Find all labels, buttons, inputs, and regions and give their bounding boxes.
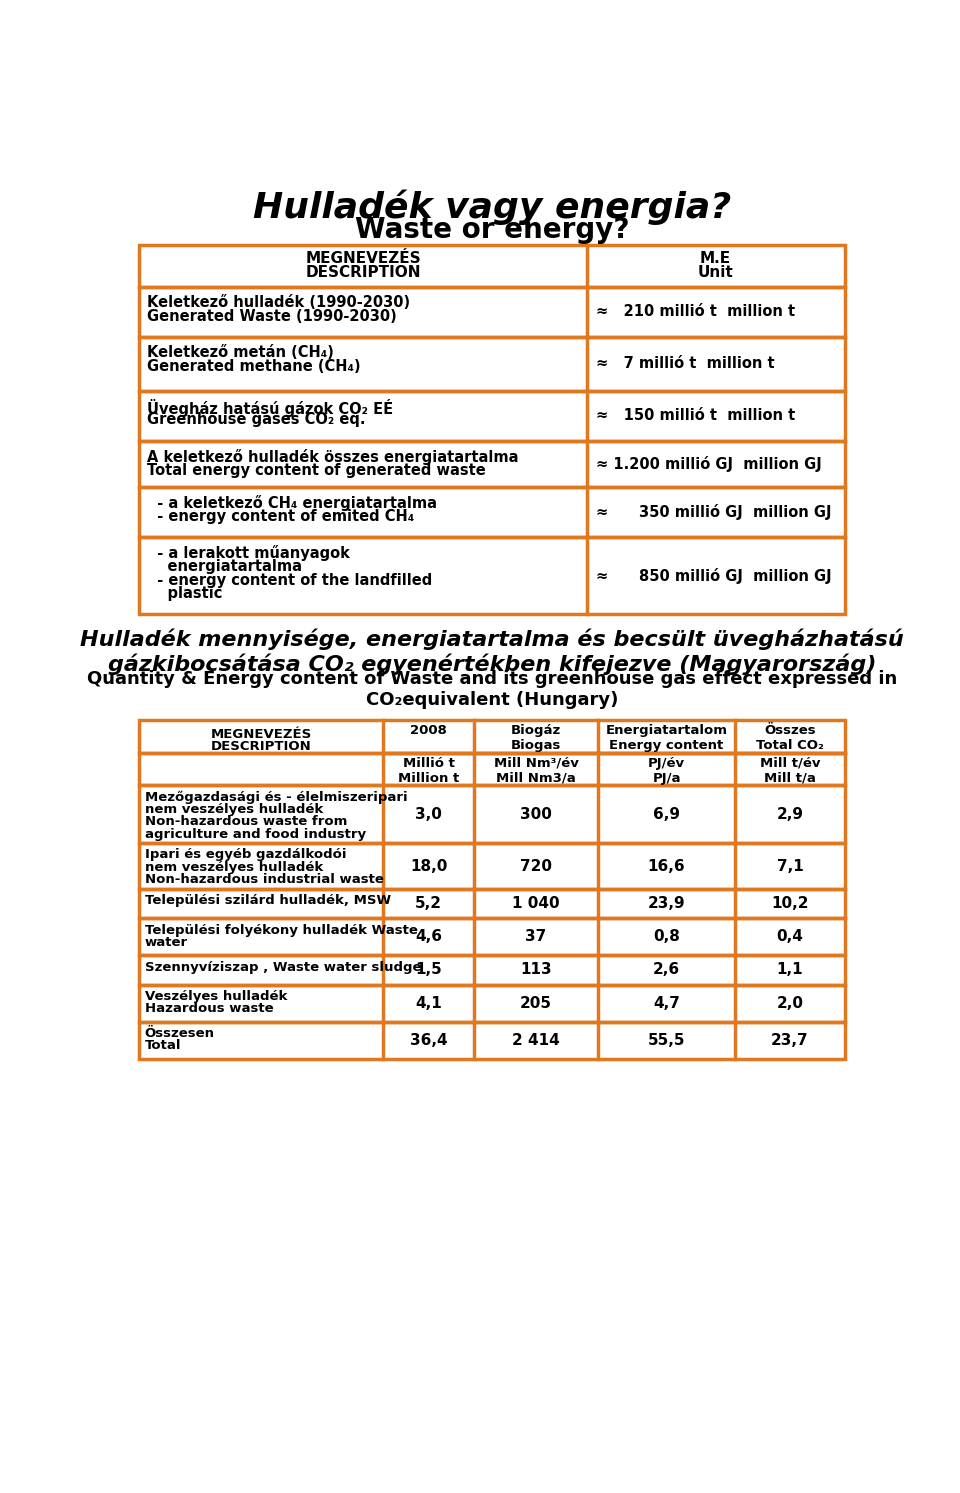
- Text: 23,7: 23,7: [771, 1033, 808, 1048]
- Text: Hulladék vagy energia?: Hulladék vagy energia?: [252, 190, 732, 224]
- Text: 1,5: 1,5: [415, 963, 442, 978]
- Text: 205: 205: [520, 996, 552, 1011]
- Text: plastic: plastic: [147, 587, 223, 602]
- Bar: [139, 1021, 845, 1059]
- Text: 0,4: 0,4: [777, 929, 804, 945]
- Text: Hazardous waste: Hazardous waste: [145, 1002, 274, 1015]
- Text: 2,0: 2,0: [777, 996, 804, 1011]
- Text: agriculture and food industry: agriculture and food industry: [145, 827, 366, 841]
- Bar: [139, 918, 845, 956]
- Text: Non-hazardous waste from: Non-hazardous waste from: [145, 815, 348, 829]
- Text: 37: 37: [525, 929, 546, 945]
- Text: MEGNEVEZÉS: MEGNEVEZÉS: [305, 251, 420, 266]
- Bar: [139, 752, 845, 785]
- Text: 4,1: 4,1: [415, 996, 442, 1011]
- Text: - energy content of the landfilled: - energy content of the landfilled: [147, 573, 432, 588]
- Text: Ipari és egyéb gazdálkodói: Ipari és egyéb gazdálkodói: [145, 848, 347, 861]
- Text: Mezőgazdasági és - élelmiszeripari: Mezőgazdasági és - élelmiszeripari: [145, 790, 407, 803]
- Bar: [139, 844, 845, 890]
- Text: 1,1: 1,1: [777, 963, 804, 978]
- Text: ≈   150 millió t  million t: ≈ 150 millió t million t: [596, 409, 795, 424]
- Text: Total energy content of generated waste: Total energy content of generated waste: [147, 463, 486, 478]
- Text: 113: 113: [520, 963, 552, 978]
- Text: energiatartalma: energiatartalma: [147, 558, 302, 573]
- Text: ≈   7 millió t  million t: ≈ 7 millió t million t: [596, 357, 775, 372]
- Text: Mill Nm³/év
Mill Nm3/a: Mill Nm³/év Mill Nm3/a: [493, 757, 579, 785]
- Text: Non-hazardous industrial waste: Non-hazardous industrial waste: [145, 873, 384, 885]
- Text: Települési folyékony hulladék Waste: Települési folyékony hulladék Waste: [145, 924, 418, 936]
- Text: 16,6: 16,6: [648, 858, 685, 873]
- Text: 3,0: 3,0: [415, 806, 442, 821]
- Text: Greenhouse gases CO₂ eq.: Greenhouse gases CO₂ eq.: [147, 412, 366, 427]
- Text: 7,1: 7,1: [777, 858, 804, 873]
- Text: Összes
Total CO₂: Összes Total CO₂: [756, 724, 824, 752]
- Text: Biogáz
Biogas: Biogáz Biogas: [511, 724, 562, 752]
- Text: DESCRIPTION: DESCRIPTION: [305, 264, 420, 279]
- Text: Energiatartalom
Energy content: Energiatartalom Energy content: [606, 724, 728, 752]
- Text: Üvegház hatású gázok CO₂ EÉ: Üvegház hatású gázok CO₂ EÉ: [147, 399, 394, 417]
- Text: 2,9: 2,9: [777, 806, 804, 821]
- Text: Veszélyes hulladék: Veszélyes hulladék: [145, 990, 287, 1003]
- Text: 6,9: 6,9: [653, 806, 680, 821]
- Text: - a keletkező CH₄ energiatartalma: - a keletkező CH₄ energiatartalma: [147, 494, 437, 511]
- Text: ≈   210 millió t  million t: ≈ 210 millió t million t: [596, 305, 795, 320]
- Text: Mill t/év
Mill t/a: Mill t/év Mill t/a: [759, 757, 820, 785]
- Text: 10,2: 10,2: [771, 896, 808, 911]
- Bar: [139, 956, 845, 984]
- Text: 2,6: 2,6: [653, 963, 680, 978]
- Text: Unit: Unit: [698, 264, 733, 279]
- Text: 55,5: 55,5: [648, 1033, 685, 1048]
- Text: Összesen: Összesen: [145, 1027, 215, 1041]
- Text: 2008: 2008: [410, 724, 447, 738]
- Text: 18,0: 18,0: [410, 858, 447, 873]
- Text: ≈ 1.200 millió GJ  million GJ: ≈ 1.200 millió GJ million GJ: [596, 455, 822, 472]
- Text: Millió t
Million t: Millió t Million t: [397, 757, 459, 785]
- Text: 300: 300: [520, 806, 552, 821]
- Bar: [139, 487, 845, 537]
- Text: Generated methane (CH₄): Generated methane (CH₄): [147, 358, 361, 373]
- Bar: [139, 391, 845, 440]
- Bar: [139, 337, 845, 391]
- Bar: [139, 984, 845, 1021]
- Bar: [139, 537, 845, 614]
- Text: Keletkező metán (CH₄): Keletkező metán (CH₄): [147, 345, 334, 360]
- Text: - energy content of emited CH₄: - energy content of emited CH₄: [147, 509, 415, 524]
- Text: 1 040: 1 040: [513, 896, 560, 911]
- Bar: [139, 721, 845, 752]
- Text: Szennyvíziszap , Waste water sludge: Szennyvíziszap , Waste water sludge: [145, 960, 421, 973]
- Text: Települési szilárd hulladék, MSW: Települési szilárd hulladék, MSW: [145, 894, 391, 908]
- Text: MEGNEVEZÉS: MEGNEVEZÉS: [210, 729, 312, 741]
- Text: 4,6: 4,6: [415, 929, 442, 945]
- Text: A keletkező hulladék összes energiatartalma: A keletkező hulladék összes energiatarta…: [147, 449, 518, 464]
- Text: Waste or energy?: Waste or energy?: [355, 216, 629, 245]
- Text: Hulladék mennyisége, energiatartalma és becsült üvegházhatású
gázkibocsátása CO₂: Hulladék mennyisége, energiatartalma és …: [80, 629, 904, 675]
- Text: 23,9: 23,9: [648, 896, 685, 911]
- Text: Quantity & Energy content of Waste and its greenhouse gas effect expressed in
CO: Quantity & Energy content of Waste and i…: [86, 670, 898, 709]
- Text: PJ/év
PJ/a: PJ/év PJ/a: [648, 757, 685, 785]
- Text: Keletkező hulladék (1990-2030): Keletkező hulladék (1990-2030): [147, 294, 410, 309]
- Text: 4,7: 4,7: [653, 996, 680, 1011]
- Bar: [139, 287, 845, 337]
- Text: Total: Total: [145, 1039, 181, 1053]
- Text: ≈      850 millió GJ  million GJ: ≈ 850 millió GJ million GJ: [596, 567, 831, 584]
- Text: 36,4: 36,4: [410, 1033, 447, 1048]
- Bar: [139, 440, 845, 487]
- Text: - a lerakott műanyagok: - a lerakott műanyagok: [147, 545, 350, 561]
- Text: ≈      350 millió GJ  million GJ: ≈ 350 millió GJ million GJ: [596, 505, 831, 520]
- Bar: [139, 245, 845, 287]
- Text: DESCRIPTION: DESCRIPTION: [210, 741, 311, 754]
- Text: 0,8: 0,8: [653, 929, 680, 945]
- Text: 2 414: 2 414: [513, 1033, 560, 1048]
- Text: 720: 720: [520, 858, 552, 873]
- Bar: [139, 890, 845, 918]
- Text: 5,2: 5,2: [415, 896, 442, 911]
- Text: nem veszélyes hulladék: nem veszélyes hulladék: [145, 860, 324, 873]
- Bar: [139, 785, 845, 844]
- Text: nem veszélyes hulladék: nem veszélyes hulladék: [145, 803, 324, 815]
- Text: Generated Waste (1990-2030): Generated Waste (1990-2030): [147, 309, 396, 324]
- Text: M.E: M.E: [700, 251, 732, 266]
- Text: water: water: [145, 936, 188, 950]
